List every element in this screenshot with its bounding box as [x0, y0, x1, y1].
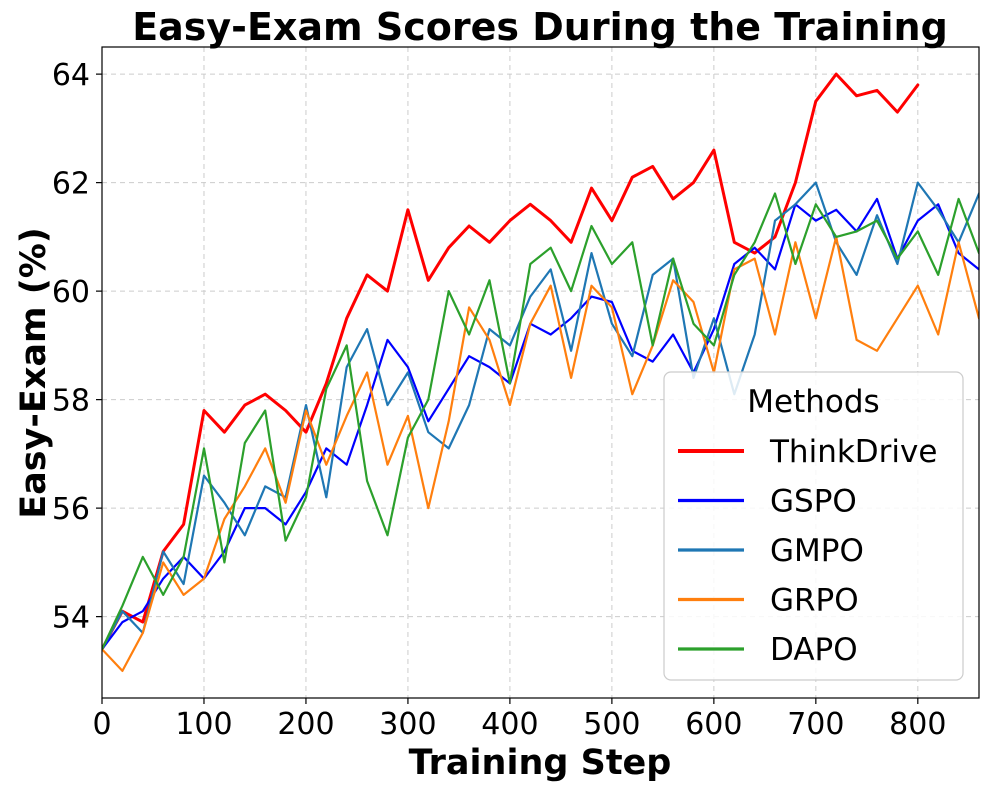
legend-label: DAPO [770, 632, 858, 668]
legend-label: ThinkDrive [769, 434, 937, 470]
legend-title: Methods [747, 384, 879, 420]
legend: Methods ThinkDrive GSPO GMPO GRPO DAPO [663, 371, 964, 681]
x-tick-label: 700 [787, 707, 844, 742]
x-tick-label: 800 [889, 707, 946, 742]
plot-frame [101, 46, 980, 699]
legend-label: GRPO [770, 583, 859, 619]
y-tick-label: 60 [52, 275, 90, 310]
y-tick-label: 58 [52, 384, 90, 419]
x-tick-label: 500 [583, 707, 640, 742]
series-line-grpo [102, 235, 979, 672]
series-lines [102, 72, 979, 672]
x-tick-label: 300 [379, 707, 436, 742]
y-tick-label: 56 [52, 492, 90, 527]
y-tick-label: 54 [52, 601, 90, 636]
series-line-gspo [102, 197, 979, 651]
x-tick-label: 100 [175, 707, 232, 742]
axis-ticks: 0 100 200 300 400 500 600 700 800 54 56 58 60 62 64 [52, 58, 947, 742]
x-axis-label: Training Step [409, 743, 672, 783]
x-tick-label: 200 [277, 707, 334, 742]
y-axis-label: Easy-Exam (%) [14, 227, 54, 519]
series-line-dapo [102, 192, 979, 651]
legend-label: GMPO [770, 533, 864, 569]
x-tick-label: 600 [685, 707, 742, 742]
x-tick-label: 0 [92, 707, 111, 742]
y-tick-label: 64 [52, 58, 90, 93]
y-tick-label: 62 [52, 167, 90, 202]
legend-label: GSPO [770, 484, 857, 520]
x-tick-label: 400 [481, 707, 538, 742]
chart-title: Easy-Exam Scores During the Training [132, 5, 948, 49]
